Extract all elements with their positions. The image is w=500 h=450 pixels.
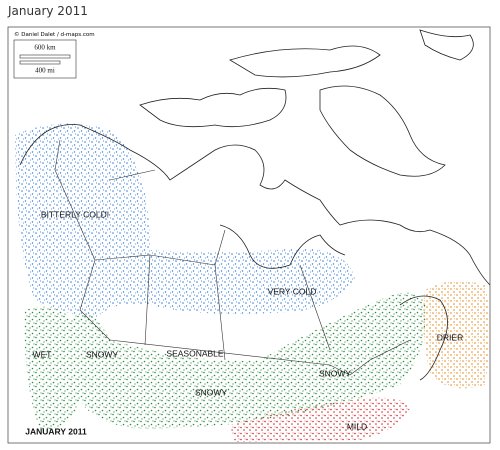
scale-mi: 400 mi xyxy=(35,67,55,75)
region-label: DRIER xyxy=(437,332,463,342)
map-credit: © Daniel Dalet / d-maps.com xyxy=(14,31,95,38)
region-label: SNOWY xyxy=(319,368,351,378)
page-title: January 2011 xyxy=(8,4,88,18)
region-label: WET xyxy=(33,349,52,359)
region-label: VERY COLD xyxy=(268,286,317,296)
province-borders xyxy=(54,139,411,376)
region-label: BITTERLY COLD! xyxy=(41,209,109,219)
region-label: MILD xyxy=(347,421,367,431)
scale-bar xyxy=(19,60,61,65)
region-label: SNOWY xyxy=(195,387,227,397)
region-label: SEASONABLE xyxy=(166,348,223,358)
map-footer: JANUARY 2011 xyxy=(25,426,87,436)
stipple xyxy=(15,123,490,442)
scale-box xyxy=(13,39,77,79)
region-label: SNOWY xyxy=(86,349,118,359)
coastline xyxy=(19,29,491,381)
scale-km: 600 km xyxy=(34,44,56,52)
scale-bar xyxy=(19,54,71,59)
